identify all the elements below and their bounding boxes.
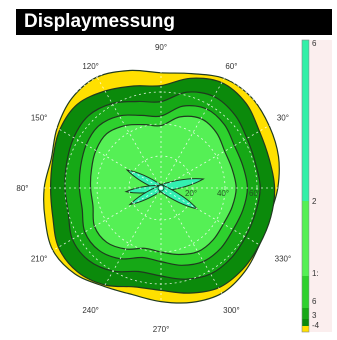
angle-label-330: 330° bbox=[275, 254, 292, 263]
angle-label-180: 180° bbox=[16, 184, 28, 193]
colorbar-segment-2 bbox=[302, 276, 309, 308]
ring-80 bbox=[32, 59, 290, 317]
cyan-lobe-3 bbox=[128, 184, 163, 206]
polar-plot: 30° 60° 90° 120° 150° 180° 210° 240° 270° 300° 330… bbox=[16, 43, 292, 334]
colorbar-segment-0 bbox=[302, 40, 309, 201]
spoke-60 bbox=[160, 76, 226, 189]
spoke-150 bbox=[49, 123, 162, 189]
spoke-240 bbox=[96, 187, 162, 300]
spoke-30 bbox=[160, 123, 273, 189]
colorbar-tick-0: 6 bbox=[312, 39, 317, 48]
angle-label-300: 300° bbox=[223, 306, 240, 315]
angle-label-210: 210° bbox=[31, 254, 48, 263]
colorbar: 6 2 1: 6 3-4 bbox=[301, 39, 332, 333]
radial-label-40: 40° bbox=[217, 189, 229, 198]
ring-40 bbox=[96, 123, 226, 253]
radial-label-20: 20° bbox=[185, 189, 197, 198]
angle-label-30: 30° bbox=[277, 114, 289, 123]
spoke-120 bbox=[96, 76, 162, 189]
colorbar-tick-5: -4 bbox=[312, 321, 320, 330]
header-bar: Displaymessung bbox=[16, 9, 332, 35]
colorbar-label-panel bbox=[310, 40, 332, 332]
colorbar-segment-1 bbox=[302, 201, 309, 276]
angle-label-150: 150° bbox=[31, 114, 48, 123]
page-title: Displaymessung bbox=[24, 11, 175, 32]
angle-label-60: 60° bbox=[225, 62, 237, 71]
spoke-300 bbox=[160, 187, 226, 300]
angle-label-270: 270° bbox=[153, 325, 170, 334]
angle-label-90: 90° bbox=[155, 43, 167, 52]
ring-60 bbox=[64, 91, 258, 285]
colorbar-tick-4: 3 bbox=[312, 311, 317, 320]
angle-label-120: 120° bbox=[82, 62, 99, 71]
colorbar-tick-2: 1: bbox=[312, 269, 319, 278]
colorbar-segment-4 bbox=[302, 319, 309, 326]
colorbar-segment-5 bbox=[302, 326, 309, 332]
spoke-330 bbox=[160, 187, 273, 253]
colorbar-segment-3 bbox=[302, 308, 309, 319]
radial-label-60: 60° bbox=[249, 189, 261, 198]
angle-label-240: 240° bbox=[82, 306, 99, 315]
colorbar-tick-3: 6 bbox=[312, 297, 317, 306]
colorbar-tick-1: 2 bbox=[312, 197, 317, 206]
colorbar-outline bbox=[301, 39, 310, 333]
ring-20 bbox=[128, 155, 194, 221]
spoke-210 bbox=[49, 187, 162, 253]
